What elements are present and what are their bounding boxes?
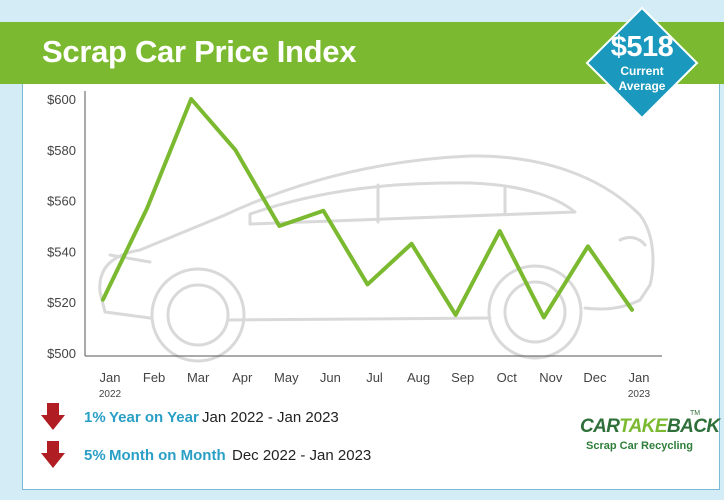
x-tick-labels: Jan 2022 Feb Mar Apr May Jun Jul Aug Sep Oct Nov Dec… bbox=[99, 370, 651, 400]
x-tick-label: Mar bbox=[187, 370, 210, 385]
y-tick-label: $560 bbox=[47, 194, 76, 209]
x-tick-sublabel: 2022 bbox=[99, 389, 122, 400]
x-tick-label: Sep bbox=[451, 370, 474, 385]
y-tick-label: $540 bbox=[47, 244, 76, 259]
series-line bbox=[101, 97, 634, 320]
y-tick-label: $580 bbox=[47, 143, 76, 158]
logo-trademark: TM bbox=[690, 410, 701, 417]
stat-row-month: 5% Month on Month Dec 2022 - Jan 2023 bbox=[40, 440, 560, 474]
y-tick-label: $500 bbox=[47, 346, 76, 361]
x-tick-label: Dec bbox=[583, 370, 607, 385]
x-tick-label: Feb bbox=[143, 370, 165, 385]
cartakeback-logo: CARTAKEBACK TM Scrap Car Recycling bbox=[580, 410, 720, 466]
logo-wordmark: CARTAKEBACK bbox=[580, 416, 720, 437]
stat-label: Month on Month bbox=[109, 447, 226, 464]
x-tick-label: Oct bbox=[497, 370, 518, 385]
car-outline-illustration bbox=[98, 154, 655, 363]
badge-label-line2: Average bbox=[618, 79, 666, 93]
chart-card bbox=[22, 22, 720, 490]
x-tick-label: Aug bbox=[407, 370, 430, 385]
x-tick-label: Jan bbox=[629, 370, 650, 385]
x-tick-label: Jan bbox=[100, 370, 121, 385]
y-tick-label: $520 bbox=[47, 295, 76, 310]
badge-value: $518 bbox=[610, 31, 674, 63]
logo-tagline: Scrap Car Recycling bbox=[586, 440, 693, 452]
x-tick-label: Jul bbox=[366, 370, 383, 385]
stat-percent: 1% bbox=[84, 409, 106, 426]
badge-diamond bbox=[585, 6, 699, 120]
down-arrow-icon bbox=[41, 441, 65, 468]
stat-percent: 5% bbox=[84, 447, 106, 464]
chart-axes bbox=[84, 91, 662, 357]
x-tick-label: Jun bbox=[320, 370, 341, 385]
stat-label: Year on Year bbox=[109, 409, 199, 426]
stat-range: Dec 2022 - Jan 2023 bbox=[232, 447, 372, 464]
y-tick-label: $600 bbox=[47, 92, 76, 107]
down-arrow-icon bbox=[41, 403, 65, 430]
x-tick-label: Nov bbox=[539, 370, 563, 385]
x-tick-label: May bbox=[274, 370, 299, 385]
x-tick-sublabel: 2023 bbox=[628, 389, 651, 400]
y-tick-labels: $500 $520 $540 $560 $580 $600 bbox=[47, 92, 76, 361]
badge-label-line1: Current bbox=[620, 64, 664, 78]
x-tick-label: Apr bbox=[232, 370, 253, 385]
stat-row-year: 1% Year on Year Jan 2022 - Jan 2023 bbox=[40, 402, 560, 436]
series-line-group bbox=[101, 97, 634, 320]
current-average-badge: $518 Current Average bbox=[585, 6, 699, 120]
stat-range: Jan 2022 - Jan 2023 bbox=[202, 409, 339, 426]
chart-title: Scrap Car Price Index bbox=[42, 34, 357, 69]
